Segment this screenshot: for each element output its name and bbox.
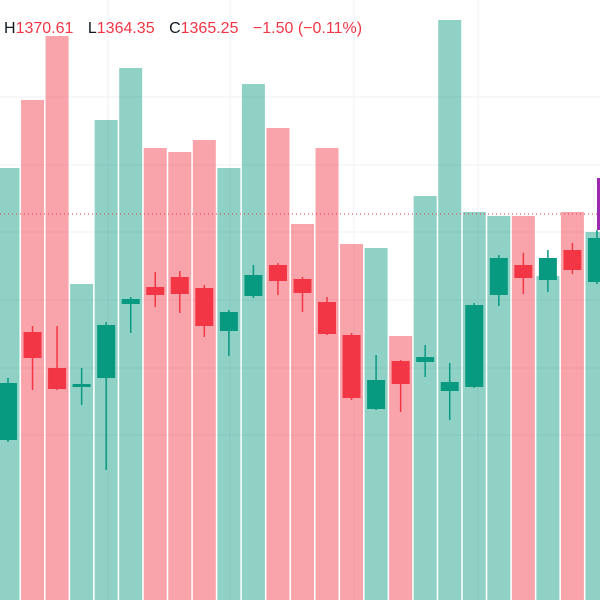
- volume-bar: [266, 128, 290, 600]
- candle-body: [170, 277, 189, 294]
- volume-bar: [487, 216, 511, 600]
- candle-body: [146, 287, 165, 295]
- label: C: [169, 20, 181, 37]
- volume-bar: [45, 36, 69, 600]
- candle-body: [72, 384, 91, 387]
- candle-body: [219, 312, 238, 331]
- price-marker: [597, 178, 600, 230]
- candle-body: [367, 380, 386, 409]
- volume-bar: [290, 224, 314, 600]
- volume-bar: [438, 20, 462, 600]
- candle-body: [587, 238, 600, 282]
- volume-bar: [70, 284, 94, 600]
- candle-body: [416, 357, 435, 362]
- candle-body: [23, 332, 42, 358]
- volume-bar: [340, 244, 364, 600]
- candle-body: [293, 279, 312, 293]
- candle-body: [489, 258, 508, 295]
- candle-body: [195, 288, 214, 326]
- candle-body: [0, 383, 17, 440]
- volume-bar: [413, 196, 437, 600]
- candle-body: [563, 250, 582, 270]
- candle-body: [268, 265, 287, 281]
- volume-bar: [364, 248, 388, 600]
- change: −1.50 (−0.11%): [252, 20, 363, 37]
- volume-bar: [585, 232, 600, 600]
- candle-body: [538, 258, 557, 280]
- candle-body: [514, 265, 533, 278]
- volume-bar: [241, 84, 265, 600]
- volume-bar: [389, 336, 413, 600]
- volume-bar: [315, 148, 339, 600]
- value: 1365.25: [180, 20, 239, 37]
- volume-bar: [143, 148, 167, 600]
- value: 1364.35: [96, 20, 155, 37]
- volume-bar: [168, 152, 192, 600]
- candle-body: [440, 382, 459, 391]
- candle-body: [97, 325, 116, 378]
- volume-bar: [560, 212, 584, 600]
- candle-body: [465, 305, 484, 387]
- volume-bar: [462, 212, 486, 600]
- candle-body: [48, 368, 67, 389]
- candle-body: [244, 275, 263, 296]
- ohlc-legend: H1370.61 L1364.35 C1365.25 −1.50 (−0.11%…: [4, 20, 372, 38]
- candle-body: [121, 299, 140, 304]
- candle-body: [342, 335, 361, 398]
- volume-bar: [511, 216, 535, 600]
- candle-body: [318, 302, 337, 334]
- volume-bar: [217, 168, 241, 600]
- candle-body: [391, 361, 410, 384]
- volume-bar: [119, 68, 143, 600]
- volume-bar: [192, 140, 216, 600]
- label: H: [4, 20, 16, 37]
- candles: [0, 230, 600, 470]
- label: L: [87, 20, 97, 37]
- volume-bars: [0, 20, 600, 600]
- volume-bar: [536, 276, 560, 600]
- value: 1370.61: [15, 20, 74, 37]
